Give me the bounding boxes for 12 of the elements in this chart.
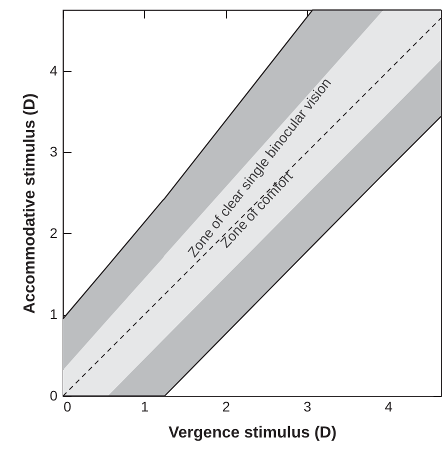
y-tick-label: 0: [50, 388, 58, 404]
y-axis-title: Accommodative stimulus (D): [22, 93, 39, 314]
y-tick-label: 4: [50, 62, 58, 78]
x-tick-label: 4: [384, 398, 393, 414]
x-tick-label: 1: [140, 398, 149, 414]
y-tick-label: 2: [50, 224, 58, 241]
y-tick-label: 3: [50, 144, 58, 160]
x-tick-label: 2: [222, 398, 230, 414]
x-tick-label: 0: [64, 398, 72, 414]
x-tick-label: 3: [303, 398, 312, 414]
y-tick-label: 1: [50, 306, 58, 322]
x-axis-title: Vergence stimulus (D): [168, 424, 337, 442]
